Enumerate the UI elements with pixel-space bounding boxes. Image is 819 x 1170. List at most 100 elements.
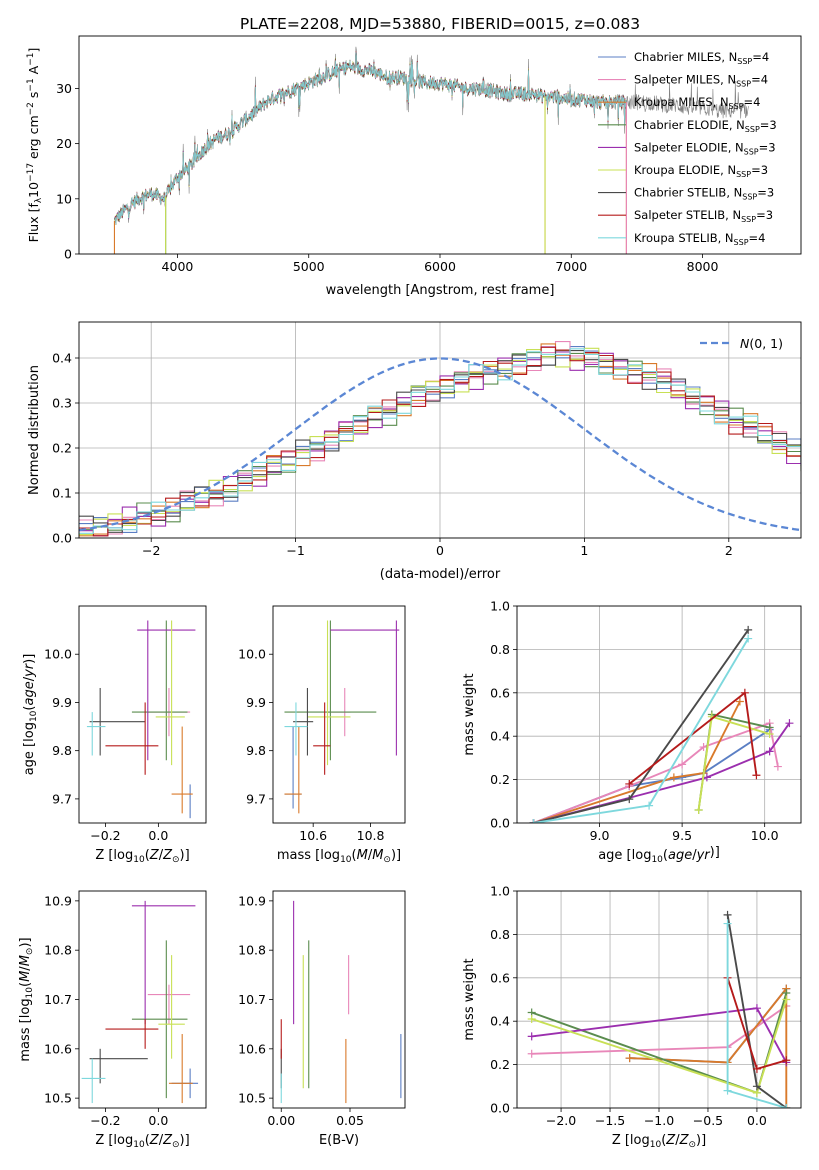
math: (: [145, 1133, 150, 1148]
legend-eq: =3: [757, 186, 774, 200]
subscript: ⊙: [25, 948, 35, 956]
y-tick-label: 0.2: [52, 441, 72, 456]
y-tick-label: 10: [56, 191, 72, 206]
plus-marker: [694, 805, 703, 814]
math: (: [22, 706, 37, 711]
mass_weight_vs_Z-panel: −2.0 −1.5 −1.0 −0.5 0.0 0.0 0.2 0.4 0.6 0.8 1.0 mas…: [462, 884, 802, 1150]
x-axis-label: Z [log10(Z/Z⊙)]: [612, 1133, 706, 1150]
math: )]: [180, 1133, 190, 1148]
axes-frame: [78, 321, 802, 539]
y-axis-label: Normed distribution: [27, 365, 42, 495]
subscript: 10: [29, 710, 39, 722]
gaussian-curve: [79, 357, 801, 532]
y-tick-label: 10.5: [238, 1091, 266, 1106]
y-tick-label: 10.6: [44, 1041, 72, 1056]
plus-marker: [625, 795, 634, 804]
y-label-part: −1: [26, 78, 36, 91]
x-tick-label: −0.2: [90, 1113, 120, 1128]
y-label-part: ]: [26, 48, 41, 53]
mass-weight-line: [533, 722, 791, 823]
y-label-part: erg cm: [26, 115, 41, 163]
age_vs_mass-plot-area: [284, 620, 400, 814]
legend-subscript: SSP: [729, 102, 744, 111]
math-italic: Z: [665, 1133, 676, 1148]
x-tick-label: −1.0: [644, 1113, 674, 1128]
x-tick-label: −2: [142, 543, 160, 558]
plus-marker: [702, 773, 711, 782]
legend-eq: =3: [756, 208, 773, 222]
y-label-part: λ: [34, 197, 44, 203]
subscript: 10: [133, 855, 145, 865]
y-tick-label: 10.9: [44, 893, 72, 908]
y-tick-label: 0.1: [52, 486, 72, 501]
plus-marker: [740, 688, 749, 697]
legend-eq: =3: [751, 163, 768, 177]
math-italic: Z: [162, 848, 173, 863]
y-tick-label: 10.5: [44, 1091, 72, 1106]
math: )]: [696, 1133, 706, 1148]
plus-marker: [645, 801, 654, 810]
plus-marker: [527, 1032, 536, 1041]
legend-subscript: SSP: [742, 193, 757, 202]
x-tick-label: −1.5: [595, 1113, 625, 1128]
x-tick-label: 10.0: [751, 828, 779, 843]
legend-subscript: SSP: [745, 125, 760, 134]
plus-marker: [723, 1086, 732, 1095]
y-tick-label: 0.4: [490, 729, 510, 744]
subscript: ⊙: [383, 855, 391, 865]
spectrum-model-line: [114, 51, 627, 223]
plus-marker: [527, 1015, 536, 1024]
x-tick-label: −0.2: [90, 828, 120, 843]
y-label-part: −1: [26, 53, 36, 66]
y-tick-label: 10.8: [238, 943, 266, 958]
legend-label: Chabrier STELIB, NSSP=3: [634, 186, 774, 202]
mass-weight-line: [629, 987, 788, 1108]
spectrum-model-line: [114, 53, 627, 223]
y-tick-label: 0.0: [490, 816, 510, 831]
x-tick-label: 8000: [687, 259, 719, 274]
y-tick-label: 30: [56, 81, 72, 96]
math: /: [368, 848, 373, 863]
x-axis-label: age [log10(age/yr)]: [598, 845, 720, 865]
y-tick-label: 10.9: [238, 893, 266, 908]
mass_weight_vs_age-plot-area: [517, 606, 801, 823]
legend-math: (0, 1): [749, 336, 783, 351]
math: (: [661, 1133, 666, 1148]
y-tick-label: 10.7: [238, 992, 266, 1007]
residual-histogram: [79, 346, 801, 537]
x-axis-label: E(B-V): [319, 1133, 359, 1148]
math: )]: [391, 848, 401, 863]
plus-marker: [678, 760, 687, 769]
y-axis-label: mass weight: [462, 673, 477, 755]
math-italic: M: [372, 848, 383, 863]
legend-label: Kroupa STELIB, NSSP=4: [634, 231, 765, 247]
legend-eq: =4: [751, 73, 768, 87]
axes-frame: [516, 605, 802, 824]
x-tick-label: 0.0: [148, 828, 168, 843]
y-tick-label: 0.0: [52, 531, 72, 546]
math: (: [18, 982, 33, 987]
x-tick-label: 10.6: [299, 828, 327, 843]
legend-label: Kroupa ELODIE, NSSP=3: [634, 163, 768, 179]
y-tick-label: 0.2: [490, 772, 510, 787]
y-label-part: Flux [f: [26, 203, 41, 243]
legend-eq: =4: [744, 95, 761, 109]
spectrum-panel: 4000 5000 6000 7000 8000 0 10 20 30 wavelength [A…: [26, 35, 802, 298]
legend-label: Chabrier MILES, NSSP=4: [634, 50, 769, 66]
y-tick-label: 1.0: [490, 884, 510, 899]
residual-histogram: [79, 349, 801, 533]
math: )]: [18, 937, 33, 947]
x-tick-label: 0.0: [747, 1113, 767, 1128]
plus-marker: [699, 743, 708, 752]
x-axis-label: wavelength [Angstrom, rest frame]: [326, 283, 555, 298]
y-tick-label: 10.0: [44, 647, 72, 662]
x-tick-label: 0.05: [336, 1113, 364, 1128]
x-tick-label: 0.0: [148, 1113, 168, 1128]
mass_vs_ebv-plot-area: [280, 900, 402, 1104]
x-tick-label: 1: [580, 543, 588, 558]
legend-label: Salpeter STELIB, NSSP=3: [634, 208, 773, 224]
y-axis-label: Flux [fλ10−17 erg cm−2 s−1 A−1]: [26, 48, 44, 243]
legend-eq: =4: [752, 50, 769, 64]
y-tick-label: 9.7: [52, 791, 72, 806]
plus-marker: [744, 625, 753, 634]
